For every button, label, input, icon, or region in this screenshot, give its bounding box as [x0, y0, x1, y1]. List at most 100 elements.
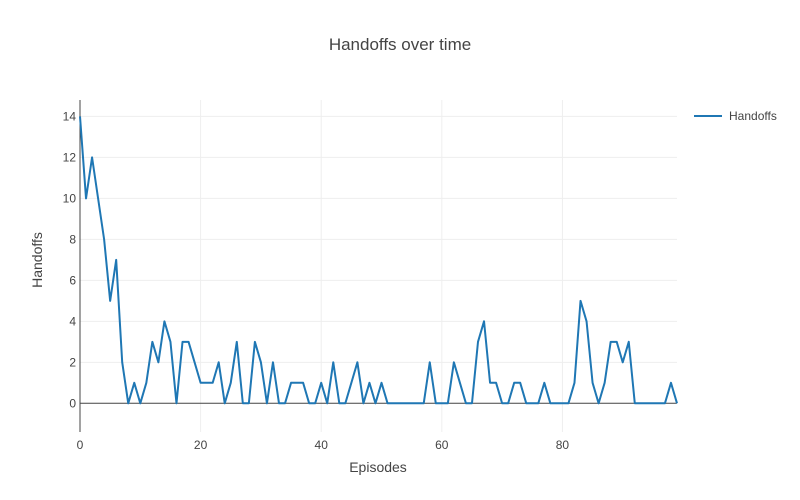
- data-point[interactable]: [218, 361, 220, 363]
- data-point[interactable]: [127, 402, 129, 404]
- data-point[interactable]: [634, 402, 636, 404]
- data-point[interactable]: [616, 341, 618, 343]
- data-point[interactable]: [525, 402, 527, 404]
- data-point[interactable]: [435, 402, 437, 404]
- data-point[interactable]: [658, 402, 660, 404]
- data-point[interactable]: [628, 341, 630, 343]
- data-point[interactable]: [272, 361, 274, 363]
- data-point[interactable]: [157, 361, 159, 363]
- data-point[interactable]: [260, 361, 262, 363]
- data-point[interactable]: [555, 402, 557, 404]
- data-point[interactable]: [206, 382, 208, 384]
- series-line[interactable]: [79, 116, 678, 405]
- data-point[interactable]: [387, 402, 389, 404]
- data-point[interactable]: [169, 341, 171, 343]
- data-point[interactable]: [507, 402, 509, 404]
- data-point[interactable]: [676, 402, 678, 404]
- data-point[interactable]: [543, 382, 545, 384]
- data-point[interactable]: [393, 402, 395, 404]
- data-point[interactable]: [411, 402, 413, 404]
- data-point[interactable]: [610, 341, 612, 343]
- data-point[interactable]: [664, 402, 666, 404]
- data-point[interactable]: [592, 382, 594, 384]
- data-point[interactable]: [91, 156, 93, 158]
- data-point[interactable]: [374, 402, 376, 404]
- data-point[interactable]: [640, 402, 642, 404]
- data-point[interactable]: [423, 402, 425, 404]
- data-point[interactable]: [580, 300, 582, 302]
- data-point[interactable]: [447, 402, 449, 404]
- data-point[interactable]: [598, 402, 600, 404]
- data-point[interactable]: [471, 402, 473, 404]
- data-point[interactable]: [453, 361, 455, 363]
- data-point[interactable]: [399, 402, 401, 404]
- data-point[interactable]: [103, 238, 105, 240]
- data-point[interactable]: [326, 402, 328, 404]
- data-point[interactable]: [332, 361, 334, 363]
- data-point[interactable]: [670, 382, 672, 384]
- data-point[interactable]: [501, 402, 503, 404]
- data-point[interactable]: [308, 402, 310, 404]
- data-point[interactable]: [314, 402, 316, 404]
- data-point[interactable]: [302, 382, 304, 384]
- data-point[interactable]: [567, 402, 569, 404]
- data-point[interactable]: [85, 197, 87, 199]
- data-point[interactable]: [362, 402, 364, 404]
- data-point[interactable]: [242, 402, 244, 404]
- data-point[interactable]: [417, 402, 419, 404]
- data-point[interactable]: [561, 402, 563, 404]
- data-point[interactable]: [133, 382, 135, 384]
- data-point[interactable]: [224, 402, 226, 404]
- data-point[interactable]: [230, 382, 232, 384]
- data-point[interactable]: [121, 361, 123, 363]
- data-point[interactable]: [79, 115, 81, 117]
- data-point[interactable]: [549, 402, 551, 404]
- data-point[interactable]: [151, 341, 153, 343]
- data-point[interactable]: [175, 402, 177, 404]
- data-point[interactable]: [405, 402, 407, 404]
- data-point[interactable]: [381, 382, 383, 384]
- data-point[interactable]: [194, 361, 196, 363]
- data-point[interactable]: [368, 382, 370, 384]
- data-point[interactable]: [163, 320, 165, 322]
- data-point[interactable]: [182, 341, 184, 343]
- data-point[interactable]: [97, 197, 99, 199]
- data-point[interactable]: [350, 382, 352, 384]
- data-point[interactable]: [115, 259, 117, 261]
- data-point[interactable]: [248, 402, 250, 404]
- data-point[interactable]: [483, 320, 485, 322]
- legend[interactable]: Handoffs: [694, 109, 777, 123]
- data-point[interactable]: [338, 402, 340, 404]
- data-point[interactable]: [278, 402, 280, 404]
- data-point[interactable]: [622, 361, 624, 363]
- data-point[interactable]: [320, 382, 322, 384]
- data-point[interactable]: [465, 402, 467, 404]
- data-point[interactable]: [356, 361, 358, 363]
- data-point[interactable]: [652, 402, 654, 404]
- data-point[interactable]: [290, 382, 292, 384]
- data-point[interactable]: [604, 382, 606, 384]
- data-point[interactable]: [513, 382, 515, 384]
- data-point[interactable]: [139, 402, 141, 404]
- data-point[interactable]: [200, 382, 202, 384]
- data-point[interactable]: [109, 300, 111, 302]
- data-point[interactable]: [537, 402, 539, 404]
- data-point[interactable]: [145, 382, 147, 384]
- data-point[interactable]: [586, 320, 588, 322]
- data-point[interactable]: [477, 341, 479, 343]
- data-point[interactable]: [459, 382, 461, 384]
- data-point[interactable]: [254, 341, 256, 343]
- data-point[interactable]: [284, 402, 286, 404]
- data-point[interactable]: [266, 402, 268, 404]
- data-point[interactable]: [212, 382, 214, 384]
- data-point[interactable]: [489, 382, 491, 384]
- data-point[interactable]: [519, 382, 521, 384]
- data-point[interactable]: [429, 361, 431, 363]
- data-point[interactable]: [531, 402, 533, 404]
- data-point[interactable]: [188, 341, 190, 343]
- data-point[interactable]: [344, 402, 346, 404]
- data-point[interactable]: [646, 402, 648, 404]
- data-point[interactable]: [236, 341, 238, 343]
- data-point[interactable]: [441, 402, 443, 404]
- data-point[interactable]: [296, 382, 298, 384]
